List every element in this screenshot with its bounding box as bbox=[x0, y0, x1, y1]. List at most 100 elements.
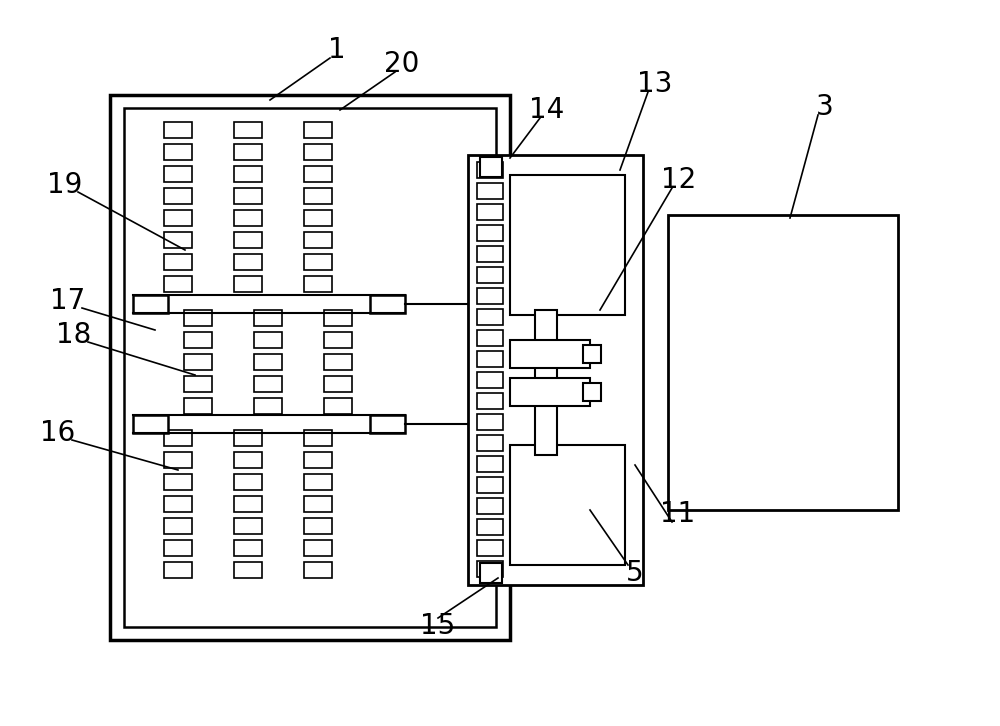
Bar bbox=[184, 376, 212, 392]
Bar bbox=[164, 254, 192, 270]
Bar bbox=[477, 204, 503, 220]
Bar bbox=[164, 518, 192, 534]
Bar bbox=[477, 393, 503, 409]
Text: 5: 5 bbox=[626, 559, 644, 587]
Bar bbox=[477, 351, 503, 367]
Bar bbox=[477, 414, 503, 430]
Bar bbox=[668, 215, 898, 510]
Bar bbox=[164, 430, 192, 446]
Bar bbox=[234, 210, 262, 226]
Bar bbox=[184, 354, 212, 370]
Bar bbox=[304, 166, 332, 182]
Bar bbox=[477, 372, 503, 388]
Text: 12: 12 bbox=[661, 166, 697, 194]
Bar bbox=[184, 310, 212, 326]
Bar bbox=[324, 376, 352, 392]
Bar bbox=[164, 188, 192, 204]
Bar bbox=[164, 562, 192, 578]
Bar bbox=[480, 157, 502, 177]
Bar bbox=[324, 398, 352, 414]
Bar bbox=[477, 225, 503, 241]
Bar bbox=[234, 562, 262, 578]
Bar bbox=[234, 166, 262, 182]
Text: 17: 17 bbox=[50, 287, 86, 315]
Bar bbox=[583, 345, 601, 363]
Bar bbox=[164, 540, 192, 556]
Text: 16: 16 bbox=[40, 419, 76, 447]
Bar bbox=[510, 340, 590, 368]
Text: 11: 11 bbox=[660, 500, 696, 528]
Bar bbox=[164, 496, 192, 512]
Bar bbox=[164, 210, 192, 226]
Bar bbox=[304, 276, 332, 292]
Bar bbox=[304, 232, 332, 248]
Bar bbox=[477, 267, 503, 283]
Bar bbox=[304, 518, 332, 534]
Bar bbox=[234, 144, 262, 160]
Bar bbox=[477, 477, 503, 493]
Bar bbox=[477, 456, 503, 472]
Bar bbox=[304, 430, 332, 446]
Bar bbox=[304, 540, 332, 556]
Bar bbox=[234, 276, 262, 292]
Bar bbox=[304, 474, 332, 490]
Text: 15: 15 bbox=[420, 612, 456, 640]
Bar bbox=[234, 540, 262, 556]
Bar bbox=[370, 415, 405, 433]
Bar bbox=[234, 232, 262, 248]
Bar bbox=[164, 276, 192, 292]
Text: 1: 1 bbox=[328, 36, 346, 64]
Bar bbox=[234, 254, 262, 270]
Bar bbox=[164, 122, 192, 138]
Bar bbox=[477, 162, 503, 178]
Bar bbox=[324, 332, 352, 348]
Bar bbox=[324, 354, 352, 370]
Bar bbox=[304, 144, 332, 160]
Bar bbox=[164, 452, 192, 468]
Bar bbox=[254, 332, 282, 348]
Bar bbox=[234, 496, 262, 512]
Bar bbox=[583, 383, 601, 401]
Bar bbox=[234, 452, 262, 468]
Bar bbox=[510, 445, 625, 565]
Bar bbox=[234, 188, 262, 204]
Bar bbox=[510, 378, 590, 406]
Bar bbox=[110, 95, 510, 640]
Bar bbox=[304, 188, 332, 204]
Bar bbox=[477, 288, 503, 304]
Bar bbox=[234, 518, 262, 534]
Bar bbox=[480, 563, 502, 583]
Bar bbox=[254, 398, 282, 414]
Text: 19: 19 bbox=[47, 171, 83, 199]
Bar bbox=[164, 474, 192, 490]
Bar bbox=[184, 332, 212, 348]
Bar bbox=[133, 295, 168, 313]
Bar bbox=[477, 309, 503, 325]
Bar bbox=[477, 561, 503, 577]
Bar bbox=[234, 430, 262, 446]
Bar bbox=[234, 474, 262, 490]
Text: 20: 20 bbox=[384, 50, 420, 78]
Bar bbox=[370, 295, 405, 313]
Bar bbox=[324, 310, 352, 326]
Bar bbox=[124, 108, 496, 627]
Bar bbox=[477, 519, 503, 535]
Bar bbox=[477, 498, 503, 514]
Bar bbox=[510, 175, 625, 315]
Bar bbox=[304, 452, 332, 468]
Bar bbox=[254, 310, 282, 326]
Text: 3: 3 bbox=[816, 93, 834, 121]
Bar bbox=[254, 376, 282, 392]
Bar bbox=[477, 540, 503, 556]
Bar bbox=[304, 210, 332, 226]
Bar bbox=[164, 232, 192, 248]
Bar bbox=[164, 144, 192, 160]
Bar bbox=[164, 166, 192, 182]
Bar bbox=[184, 398, 212, 414]
Bar bbox=[304, 254, 332, 270]
Bar bbox=[304, 562, 332, 578]
Bar bbox=[477, 435, 503, 451]
Bar bbox=[234, 122, 262, 138]
Bar bbox=[477, 246, 503, 262]
Text: 13: 13 bbox=[637, 70, 673, 98]
